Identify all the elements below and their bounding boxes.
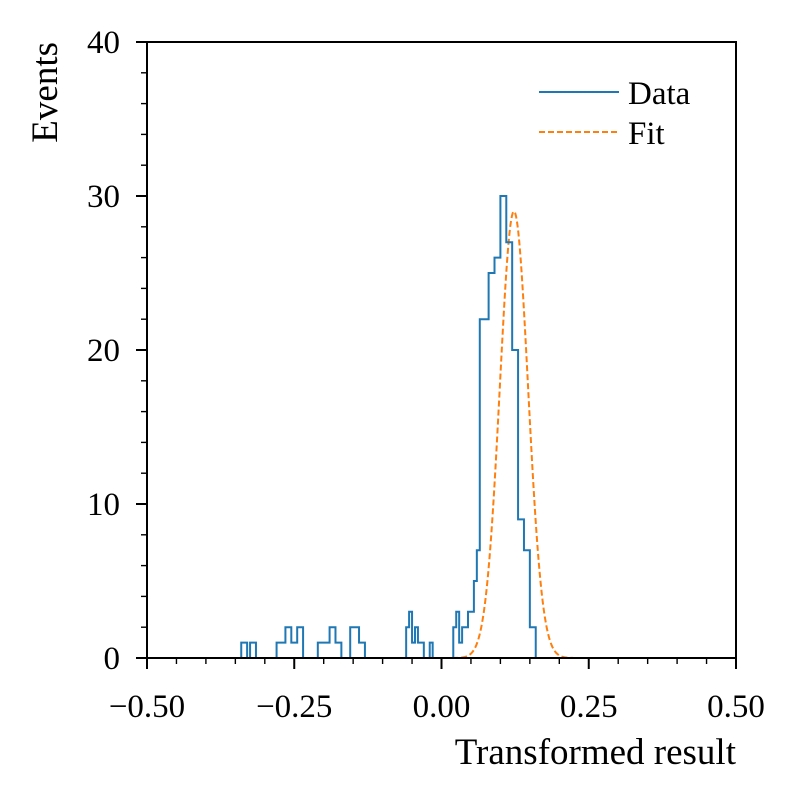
major-ticks — [136, 41, 737, 669]
plot-frame — [146, 41, 737, 659]
legend: Data Fit — [539, 76, 691, 152]
y-tick-label: 10 — [87, 487, 120, 523]
fit-curve — [353, 210, 678, 659]
x-tick-label: −0.50 — [109, 689, 185, 725]
y-tick-labels: 0 10 20 30 40 — [87, 25, 120, 677]
x-tick-labels: −0.50 −0.25 0.00 0.25 0.50 — [109, 689, 765, 725]
x-tick-label: 0.00 — [413, 689, 471, 725]
x-tick-label: 0.50 — [707, 689, 765, 725]
y-tick-label: 30 — [87, 179, 120, 215]
legend-data-label: Data — [628, 76, 691, 112]
x-tick-label: −0.25 — [256, 689, 332, 725]
x-axis-label: Transformed result — [455, 732, 737, 773]
legend-fit-label: Fit — [628, 116, 665, 152]
y-tick-label: 0 — [104, 641, 121, 677]
y-tick-label: 40 — [87, 25, 120, 61]
y-axis-label: Events — [25, 42, 66, 143]
y-tick-label: 20 — [87, 333, 120, 369]
x-tick-label: 0.25 — [560, 689, 618, 725]
